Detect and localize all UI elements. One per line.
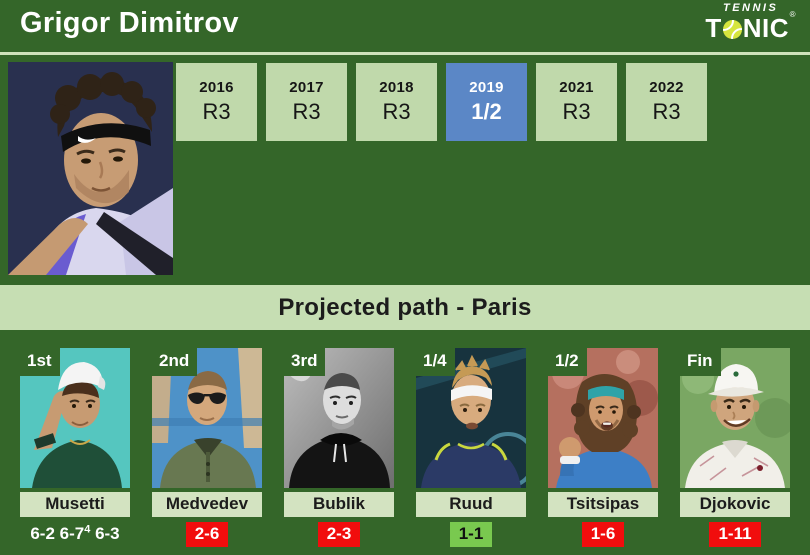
- header: Grigor Dimitrov TENNIS T NIC ®: [0, 0, 810, 55]
- score-set-text: 6-3: [90, 524, 120, 543]
- stage-badge: 3rd: [284, 348, 326, 376]
- opponent-name: Medvedev: [152, 492, 262, 517]
- page-title: Grigor Dimitrov: [20, 7, 239, 39]
- score-row: 2-3: [284, 522, 394, 548]
- tsitsipas-photo: 1/2: [548, 348, 658, 488]
- projected-path-cards: 1st Musetti 6-2 6-74 6-3: [0, 330, 810, 548]
- dimitrov-photo: [8, 62, 173, 275]
- section-band: Projected path - Paris: [0, 285, 810, 330]
- bublik-photo: 3rd: [284, 348, 394, 488]
- tennis-ball-icon: [722, 20, 742, 39]
- logo-letter-t: T: [705, 13, 722, 43]
- stage-badge: Fin: [680, 348, 721, 376]
- year-label: 2018: [379, 79, 414, 96]
- registered-mark: ®: [789, 10, 796, 19]
- year-box-2021: 2021 R3: [536, 63, 617, 141]
- round-result: R3: [652, 99, 681, 124]
- opponent-card-tsitsipas: 1/2 Tsitsipas 1-6: [548, 348, 658, 548]
- djokovic-photo: Fin: [680, 348, 790, 488]
- year-box-2022: 2022 R3: [626, 63, 707, 141]
- logo-tonic-text: T NIC ®: [705, 11, 796, 43]
- year-results-row: 2016 R3 2017 R3 2018 R3 2019 1/2 2021 R3…: [176, 63, 707, 141]
- logo-tennis-text: TENNIS: [722, 2, 779, 14]
- year-box-2017: 2017 R3: [266, 63, 347, 141]
- stage-badge: 1st: [20, 348, 60, 376]
- opponent-name: Ruud: [416, 492, 526, 517]
- year-label: 2022: [649, 79, 684, 96]
- opponent-card-medvedev: 2nd Medvedev 2-6: [152, 348, 262, 548]
- score-row: 1-11: [680, 522, 790, 548]
- round-result: 1/2: [471, 99, 502, 124]
- year-box-2018: 2018 R3: [356, 63, 437, 141]
- opponent-card-djokovic: Fin Djokovic 1-11: [680, 348, 790, 548]
- score-row: 1-6: [548, 522, 658, 548]
- opponent-name: Djokovic: [680, 492, 790, 517]
- opponent-card-bublik: 3rd Bublik 2-3: [284, 348, 394, 548]
- stage-badge: 1/2: [548, 348, 587, 376]
- stage-badge: 2nd: [152, 348, 198, 376]
- musetti-photo: 1st: [20, 348, 130, 488]
- head-to-head-score: 1-6: [581, 522, 625, 547]
- year-label: 2019: [469, 79, 504, 96]
- opponent-card-musetti: 1st Musetti 6-2 6-74 6-3: [20, 348, 130, 548]
- year-box-2016: 2016 R3: [176, 63, 257, 141]
- hero-section: 2016 R3 2017 R3 2018 R3 2019 1/2 2021 R3…: [0, 55, 810, 285]
- year-box-2019-highlighted: 2019 1/2: [446, 63, 527, 141]
- year-label: 2021: [559, 79, 594, 96]
- round-result: R3: [202, 99, 231, 124]
- head-to-head-score: 2-6: [185, 522, 229, 547]
- section-title: Projected path - Paris: [278, 293, 532, 321]
- medvedev-photo: 2nd: [152, 348, 262, 488]
- tennis-tonic-logo: TENNIS T NIC ®: [705, 2, 796, 43]
- opponent-name: Tsitsipas: [548, 492, 658, 517]
- opponent-name: Musetti: [20, 492, 130, 517]
- opponent-name: Bublik: [284, 492, 394, 517]
- tiebreak-superscript: 4: [84, 523, 91, 536]
- score-row: 6-2 6-74 6-3: [20, 522, 130, 548]
- round-result: R3: [382, 99, 411, 124]
- ruud-photo: 1/4: [416, 348, 526, 488]
- year-label: 2016: [199, 79, 234, 96]
- logo-letters-nic: NIC: [742, 13, 789, 43]
- stage-badge: 1/4: [416, 348, 455, 376]
- head-to-head-score: 6-2 6-74 6-3: [30, 522, 119, 547]
- round-result: R3: [292, 99, 321, 124]
- head-to-head-score: 1-11: [709, 522, 761, 547]
- score-row: 2-6: [152, 522, 262, 548]
- round-result: R3: [562, 99, 591, 124]
- opponent-card-ruud: 1/4 Ruud 1-1: [416, 348, 526, 548]
- head-to-head-score: 1-1: [449, 522, 493, 547]
- score-set-text: 6-2 6-7: [30, 524, 85, 543]
- score-row: 1-1: [416, 522, 526, 548]
- head-to-head-score: 2-3: [317, 522, 361, 547]
- year-label: 2017: [289, 79, 324, 96]
